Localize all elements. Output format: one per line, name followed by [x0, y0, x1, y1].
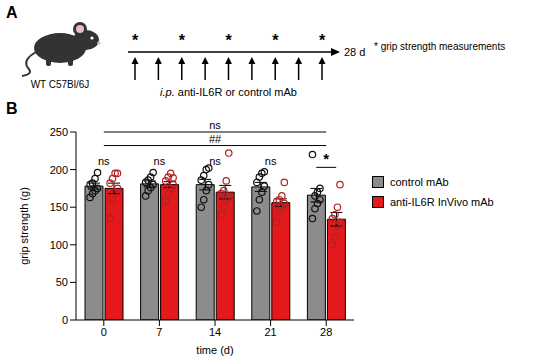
svg-text:A: A	[6, 4, 18, 21]
html-text:B: B	[6, 100, 18, 117]
svg-text:*: *	[132, 32, 139, 49]
svg-text:i.p. anti-IL6R or control mAb: i.p. anti-IL6R or control mAb	[160, 86, 297, 98]
svg-text:28 d: 28 d	[344, 46, 365, 58]
html-text:control mAb: control mAb	[390, 176, 449, 188]
svg-text:100: 100	[50, 239, 68, 251]
svg-text:7: 7	[156, 326, 162, 338]
svg-text:50: 50	[56, 276, 68, 288]
html-text:anti-IL6R InVivo mAb: anti-IL6R InVivo mAb	[390, 196, 494, 208]
svg-text:* grip strength measurements: * grip strength measurements	[374, 41, 505, 52]
svg-text:28: 28	[320, 326, 332, 338]
svg-text:21: 21	[264, 326, 276, 338]
svg-text:ns: ns	[265, 155, 277, 167]
svg-text:150: 150	[50, 201, 68, 213]
svg-text:time (d): time (d)	[196, 344, 233, 356]
svg-text:##: ##	[209, 133, 222, 145]
svg-text:200: 200	[50, 164, 68, 176]
svg-text:*: *	[225, 32, 232, 49]
svg-text:*: *	[272, 32, 279, 49]
svg-text:0: 0	[62, 314, 68, 326]
svg-text:grip strength (g): grip strength (g)	[18, 187, 30, 265]
svg-text:0: 0	[101, 326, 107, 338]
svg-text:*: *	[323, 150, 329, 167]
svg-text:ns: ns	[209, 119, 221, 131]
svg-text:*: *	[179, 32, 186, 49]
svg-text:14: 14	[209, 326, 221, 338]
svg-text:ns: ns	[209, 155, 221, 167]
svg-text:ns: ns	[154, 155, 166, 167]
svg-text:WT C57Bl/6J: WT C57Bl/6J	[31, 79, 90, 90]
svg-text:*: *	[319, 32, 326, 49]
svg-text:ns: ns	[98, 155, 110, 167]
svg-text:250: 250	[50, 126, 68, 138]
